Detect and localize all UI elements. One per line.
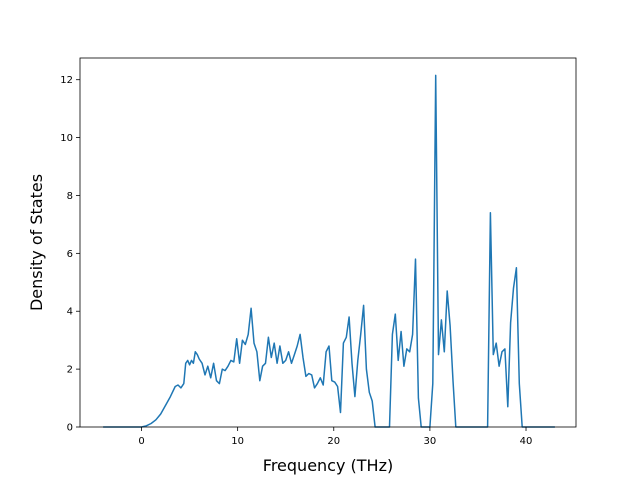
y-tick-label: 6 <box>67 249 73 260</box>
y-tick-label: 8 <box>67 191 73 202</box>
y-tick-label: 12 <box>60 75 73 86</box>
x-axis: 0 10 20 30 40 <box>138 427 532 447</box>
x-tick-label: 0 <box>138 436 144 447</box>
dos-series-line <box>103 74 555 428</box>
x-tick-label: 40 <box>520 436 533 447</box>
x-tick-label: 30 <box>424 436 437 447</box>
x-axis-label: Frequency (THz) <box>263 456 393 475</box>
y-tick-label: 0 <box>67 423 73 434</box>
axes-frame <box>79 57 577 428</box>
y-axis: 0 2 4 6 8 10 12 <box>60 75 80 434</box>
plot-area <box>103 74 555 428</box>
x-tick-label: 20 <box>327 436 340 447</box>
y-tick-label: 2 <box>67 365 73 376</box>
y-axis-label: Density of States <box>27 174 46 311</box>
y-tick-label: 10 <box>60 133 73 144</box>
x-tick-label: 10 <box>231 436 244 447</box>
y-tick-label: 4 <box>67 307 73 318</box>
